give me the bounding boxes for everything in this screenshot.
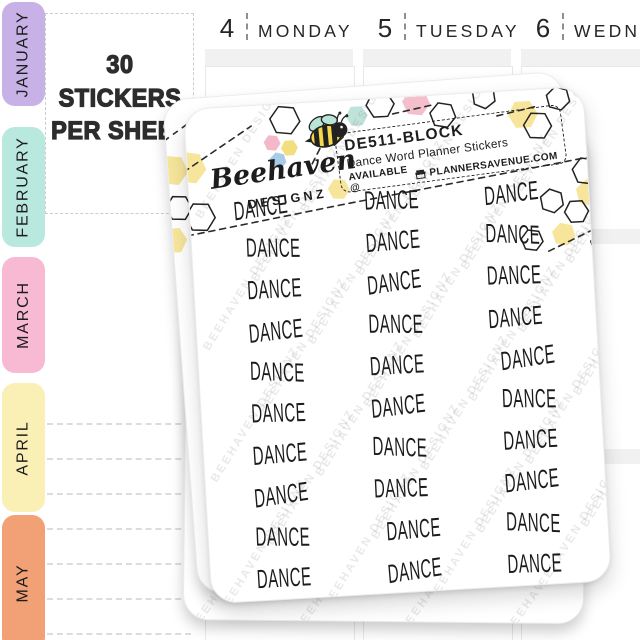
note-line bbox=[47, 528, 191, 530]
column-header-bar bbox=[205, 49, 353, 66]
day-header-separator bbox=[404, 13, 406, 40]
hex-cluster-icon bbox=[263, 135, 298, 169]
day-name: WEDNESDAY bbox=[574, 21, 640, 41]
dance-sticker: DANCE bbox=[369, 348, 426, 382]
column-header-bar bbox=[363, 49, 511, 66]
dance-sticker: DANCE bbox=[501, 383, 558, 414]
dance-sticker: DANCE bbox=[256, 561, 313, 595]
month-tab-february: FEBRUARY bbox=[2, 127, 45, 247]
dance-sticker: DANCE bbox=[247, 312, 305, 349]
dance-sticker: DANCE bbox=[367, 309, 424, 339]
hexagon-decoration bbox=[520, 229, 544, 251]
bee-icon bbox=[304, 111, 349, 150]
day-name: MONDAY bbox=[258, 21, 353, 41]
shop-icon bbox=[415, 169, 427, 179]
day-header-separator bbox=[562, 13, 564, 40]
month-tab-label: APRIL bbox=[14, 419, 32, 476]
hexagon-decoration bbox=[327, 179, 350, 199]
hexagon-decoration bbox=[345, 106, 368, 126]
dance-sticker: DANCE bbox=[373, 473, 430, 505]
dance-sticker: DANCE bbox=[385, 512, 442, 547]
month-tab-may: MAY bbox=[2, 515, 45, 640]
hexagon-decoration bbox=[545, 86, 571, 111]
month-tab-january: JANUARY bbox=[2, 2, 45, 106]
dance-sticker: DANCE bbox=[487, 299, 544, 335]
dance-sticker: DANCE bbox=[485, 218, 541, 251]
dance-sticker: DANCE bbox=[245, 233, 302, 264]
month-tab-label: FEBRUARY bbox=[14, 136, 32, 238]
dance-sticker: DANCE bbox=[483, 175, 540, 212]
hexagon-decoration bbox=[522, 112, 553, 139]
day-number: 4 bbox=[219, 13, 235, 43]
day-number: 6 bbox=[535, 13, 551, 43]
month-tab-march: MARCH bbox=[2, 257, 45, 373]
note-line bbox=[47, 423, 191, 425]
day-name: TUESDAY bbox=[416, 21, 520, 41]
hexagon-decoration bbox=[429, 102, 457, 129]
dance-sticker: DANCE bbox=[486, 260, 543, 292]
dance-sticker: DANCE bbox=[370, 388, 427, 425]
note-line bbox=[47, 598, 191, 600]
note-line bbox=[47, 633, 191, 635]
dance-sticker: DANCE bbox=[246, 273, 303, 306]
note-line bbox=[47, 493, 191, 495]
day-number: 5 bbox=[377, 13, 393, 43]
column-header-bar bbox=[521, 49, 640, 66]
hexagon-decoration bbox=[402, 89, 431, 116]
note-line bbox=[47, 563, 191, 565]
dance-sticker: DANCE bbox=[364, 224, 422, 259]
day-header-separator bbox=[246, 13, 248, 40]
dance-sticker: DANCE bbox=[250, 397, 307, 429]
hexagon-decoration bbox=[552, 222, 576, 246]
dance-sticker: DANCE bbox=[506, 548, 563, 579]
dance-sticker: DANCE bbox=[249, 356, 306, 388]
product-info-box: DE511-BLOCK Dance Word Planner Stickers … bbox=[333, 103, 568, 194]
promo-line1: 30 STICKERS bbox=[58, 50, 182, 112]
month-tab-label: JANUARY bbox=[14, 10, 32, 98]
month-tab-label: MARCH bbox=[14, 281, 32, 349]
dance-sticker: DANCE bbox=[254, 521, 311, 552]
month-tab-label: MAY bbox=[14, 563, 32, 602]
hexagon-decoration bbox=[539, 188, 565, 214]
dance-sticker: DANCE bbox=[363, 184, 420, 216]
hexagon-decoration bbox=[162, 227, 188, 254]
hexagon-decoration bbox=[563, 200, 590, 224]
month-tab-april: APRIL bbox=[2, 383, 45, 512]
hexagon-decoration bbox=[183, 152, 207, 184]
availability-line: AVAILABLE @ PLANNERSAVENUE.COM bbox=[348, 145, 559, 194]
hexagon-decoration bbox=[268, 105, 301, 135]
sticker-sheet: BEEHAVEN DESIGNZ BEEHAVEN DESIGNZ BEEHAVEN… bbox=[183, 85, 612, 605]
note-line bbox=[47, 458, 191, 460]
dance-sticker: DANCE bbox=[502, 423, 559, 457]
dance-sticker: DANCE bbox=[251, 437, 309, 472]
dance-sticker: DANCE bbox=[505, 506, 562, 538]
dance-sticker: DANCE bbox=[372, 431, 428, 464]
